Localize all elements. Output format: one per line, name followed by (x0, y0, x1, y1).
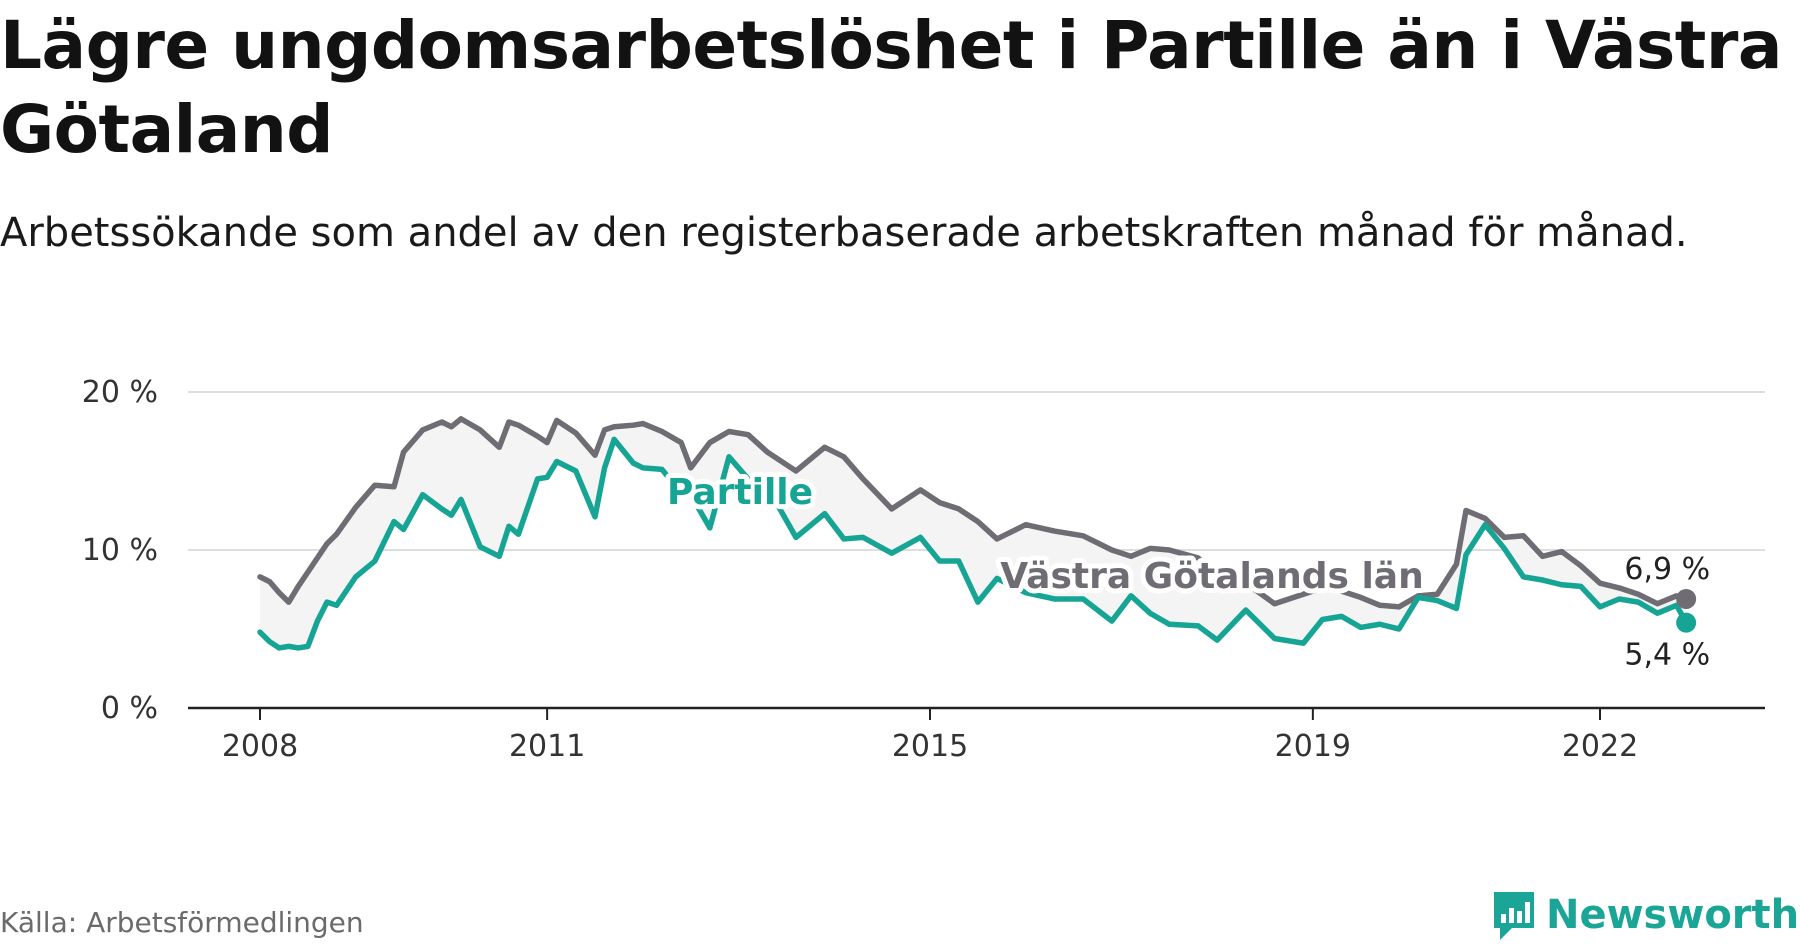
series-line-vastra-gotaland (257, 416, 1689, 610)
source-note: Källa: Arbetsförmedlingen (0, 906, 364, 939)
end-point-partille (1676, 612, 1697, 633)
y-tick-label: 0 % (101, 691, 158, 726)
series-line-partille (257, 436, 1689, 651)
series-label-vastra-gotaland: Västra Götalands län (1000, 556, 1423, 597)
series-label-partille: Partille (667, 472, 813, 513)
end-point-vastra-gotaland (1676, 588, 1697, 609)
y-tick-label: 20 % (82, 375, 158, 410)
x-tick-label: 2022 (1562, 729, 1638, 764)
newsworthy-logo-icon (1494, 892, 1534, 940)
end-label-vastra-gotaland: 6,9 % (1624, 552, 1710, 587)
end-label-partille: 5,4 % (1624, 638, 1710, 673)
x-tick-label: 2015 (892, 729, 968, 764)
chart-title: Lägre ungdomsarbetslöshet i Partille än … (0, 7, 1782, 168)
chart-subtitle: Arbetssökande som andel av den registerb… (0, 210, 1688, 256)
series-lines (257, 416, 1697, 651)
x-tick-label: 2019 (1275, 729, 1351, 764)
series-label-partille-halo: Partille (667, 472, 813, 513)
brand-logo[interactable]: Newsworthy (1490, 886, 1800, 944)
axes: 0 % 10 % 20 % 2008 2011 2015 2019 2022 (82, 375, 1765, 764)
series-label-vastra-gotaland-halo: Västra Götalands län (1000, 556, 1423, 597)
x-tick-label: 2011 (509, 729, 585, 764)
x-tick-label: 2008 (222, 729, 298, 764)
brand-name: Newsworthy (1546, 892, 1800, 938)
y-tick-label: 10 % (82, 533, 158, 568)
